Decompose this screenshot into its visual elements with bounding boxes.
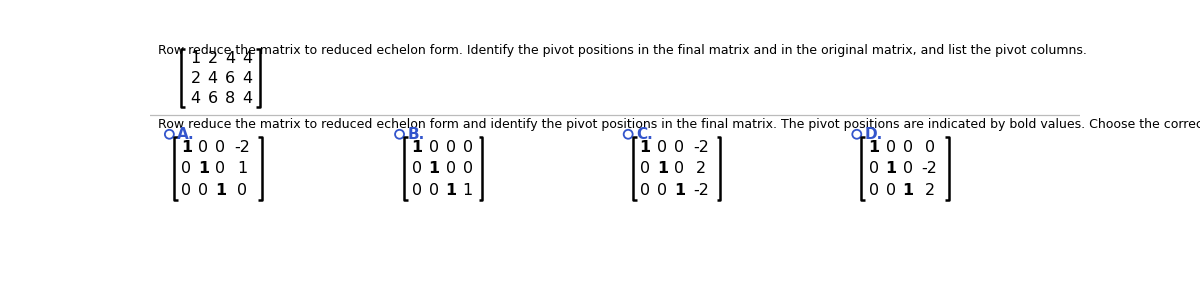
- Text: 0: 0: [412, 183, 421, 198]
- Text: 4: 4: [242, 71, 252, 85]
- Text: 0: 0: [640, 183, 650, 198]
- Text: -2: -2: [922, 161, 937, 176]
- Text: 1: 1: [181, 140, 192, 155]
- Text: 1: 1: [428, 161, 439, 176]
- Text: 0: 0: [181, 161, 192, 176]
- Text: 0: 0: [924, 140, 935, 155]
- Text: -2: -2: [234, 140, 250, 155]
- Text: 4: 4: [208, 71, 218, 85]
- Text: 0: 0: [181, 183, 192, 198]
- Text: 0: 0: [658, 140, 667, 155]
- Text: 0: 0: [428, 140, 439, 155]
- Text: 1: 1: [656, 161, 668, 176]
- Text: 0: 0: [428, 183, 439, 198]
- Text: 0: 0: [463, 140, 473, 155]
- Text: 0: 0: [412, 161, 421, 176]
- Text: 0: 0: [902, 161, 913, 176]
- Text: C.: C.: [636, 127, 653, 142]
- Text: 8: 8: [224, 91, 235, 105]
- Text: 0: 0: [674, 161, 684, 176]
- Text: 4: 4: [242, 50, 252, 66]
- Text: 0: 0: [658, 183, 667, 198]
- Text: 6: 6: [224, 71, 235, 85]
- Text: 6: 6: [208, 91, 218, 105]
- Text: 0: 0: [869, 161, 878, 176]
- Text: 0: 0: [445, 140, 456, 155]
- Text: 1: 1: [191, 50, 200, 66]
- Text: 1: 1: [215, 183, 226, 198]
- Text: D.: D.: [864, 127, 883, 142]
- Text: 0: 0: [463, 161, 473, 176]
- Text: 1: 1: [886, 161, 896, 176]
- Text: 1: 1: [238, 161, 247, 176]
- Text: 4: 4: [191, 91, 200, 105]
- Text: 0: 0: [902, 140, 913, 155]
- Text: 1: 1: [198, 161, 209, 176]
- Text: 0: 0: [238, 183, 247, 198]
- Text: -2: -2: [694, 140, 709, 155]
- Text: 0: 0: [674, 140, 684, 155]
- Text: 0: 0: [886, 140, 896, 155]
- Text: A.: A.: [178, 127, 194, 142]
- Text: 0: 0: [216, 161, 226, 176]
- Text: 0: 0: [886, 183, 896, 198]
- Text: -2: -2: [694, 183, 709, 198]
- Text: B.: B.: [407, 127, 425, 142]
- Text: 4: 4: [242, 91, 252, 105]
- Text: 1: 1: [902, 183, 913, 198]
- Text: 0: 0: [869, 183, 878, 198]
- Text: 0: 0: [640, 161, 650, 176]
- Text: 0: 0: [198, 140, 209, 155]
- Text: 1: 1: [445, 183, 456, 198]
- Text: 1: 1: [869, 140, 880, 155]
- Text: 0: 0: [198, 183, 209, 198]
- Text: 2: 2: [924, 183, 935, 198]
- Text: 4: 4: [224, 50, 235, 66]
- Text: 1: 1: [412, 140, 422, 155]
- Text: 2: 2: [696, 161, 706, 176]
- Text: 2: 2: [208, 50, 218, 66]
- Text: Row reduce the matrix to reduced echelon form and identify the pivot positions i: Row reduce the matrix to reduced echelon…: [157, 118, 1200, 131]
- Text: 1: 1: [640, 140, 650, 155]
- Text: 2: 2: [191, 71, 200, 85]
- Text: 0: 0: [216, 140, 226, 155]
- Text: 1: 1: [673, 183, 685, 198]
- Text: Row reduce the matrix to reduced echelon form. Identify the pivot positions in t: Row reduce the matrix to reduced echelon…: [157, 44, 1087, 57]
- Text: 1: 1: [463, 183, 473, 198]
- Text: 0: 0: [445, 161, 456, 176]
